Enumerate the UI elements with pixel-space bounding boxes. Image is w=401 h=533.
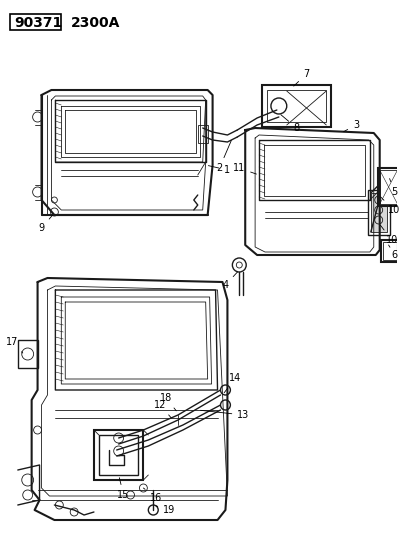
Text: 17: 17 — [6, 337, 23, 353]
Text: 18: 18 — [160, 393, 176, 411]
Text: 4: 4 — [222, 272, 237, 290]
Text: 19: 19 — [156, 505, 175, 515]
Text: 90371: 90371 — [14, 16, 62, 30]
Bar — [261, 85, 330, 127]
Bar — [99, 435, 138, 475]
Text: 12: 12 — [154, 400, 171, 418]
Text: 15: 15 — [117, 478, 130, 500]
Bar — [10, 14, 61, 30]
Text: 1: 1 — [208, 165, 230, 175]
Text: 9: 9 — [38, 215, 53, 233]
Text: 8: 8 — [280, 115, 299, 133]
Text: 2300A: 2300A — [71, 16, 120, 30]
Text: 2: 2 — [216, 141, 231, 173]
Bar — [380, 240, 397, 262]
Text: 7: 7 — [293, 69, 309, 86]
Text: 5: 5 — [389, 179, 397, 197]
Bar — [379, 170, 397, 204]
Text: 10: 10 — [380, 197, 399, 215]
Bar — [197, 125, 207, 143]
Text: 11: 11 — [233, 163, 256, 174]
Bar — [367, 190, 389, 235]
Bar — [18, 340, 37, 368]
Text: 10: 10 — [379, 225, 397, 245]
Bar — [382, 242, 395, 260]
Text: 6: 6 — [388, 245, 397, 260]
Text: 16: 16 — [143, 488, 162, 503]
Text: 13: 13 — [200, 410, 249, 420]
Bar — [94, 430, 143, 480]
Bar — [377, 168, 399, 206]
Text: 3: 3 — [343, 120, 358, 132]
Bar — [266, 90, 326, 122]
Bar — [370, 193, 386, 232]
Text: 14: 14 — [224, 373, 241, 393]
